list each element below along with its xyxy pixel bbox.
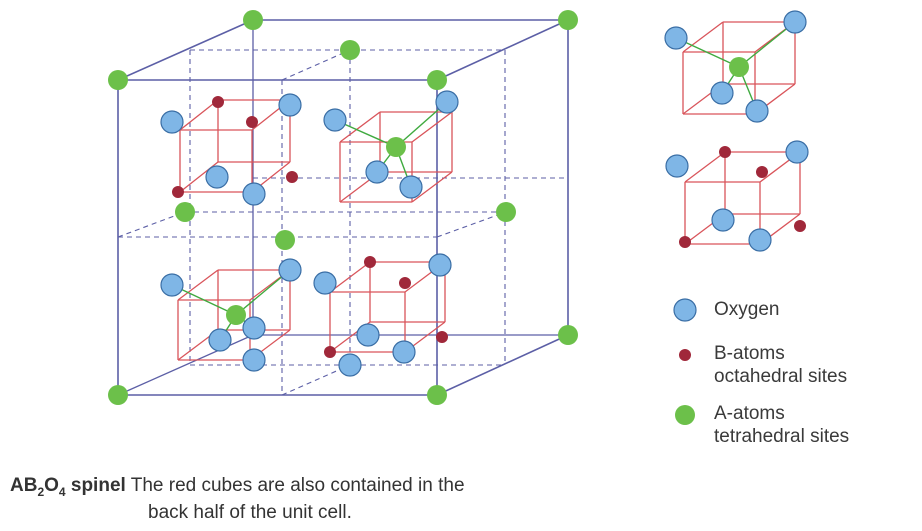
legend-octahedral-cube-edge xyxy=(684,151,726,183)
legend-oxygen-label: Oxygen xyxy=(714,299,780,320)
a-atom xyxy=(496,202,516,222)
oxygen-atom xyxy=(745,99,769,123)
legend-b-atoms-line1: B-atoms xyxy=(714,343,785,364)
a-atom xyxy=(108,70,128,90)
oxygen-atom xyxy=(399,175,423,199)
tetrahedral-cube-top-right-edge xyxy=(339,111,381,143)
oxygen-atom xyxy=(278,258,302,282)
oxygen-atom xyxy=(160,110,184,134)
a-atom xyxy=(243,10,263,30)
unit-cell-back-edge xyxy=(117,334,254,396)
oxygen-atom xyxy=(323,108,347,132)
tetrahedral-cube-bottom-left-edge xyxy=(177,269,219,301)
oxygen-atom xyxy=(208,328,232,352)
a-atom xyxy=(340,40,360,60)
oxygen-atom xyxy=(435,90,459,114)
atoms xyxy=(108,10,809,425)
legend-a-atoms-line2: tetrahedral sites xyxy=(714,426,850,447)
legend-a-atoms-label: A-atoms tetrahedral sites xyxy=(714,402,849,448)
oxygen-atom xyxy=(785,140,809,164)
unit-cell-dashed-line xyxy=(436,211,507,238)
oxygen-atom xyxy=(242,316,266,340)
b-atom xyxy=(172,186,184,198)
bond-line xyxy=(235,269,291,316)
b-atom xyxy=(679,236,691,248)
oxygen-atom xyxy=(205,165,229,189)
oxygen-atom xyxy=(748,228,772,252)
caption: AB2O4 spinel The red cubes are also cont… xyxy=(10,474,465,504)
a-atom xyxy=(558,10,578,30)
a-atom xyxy=(427,70,447,90)
oxygen-atom xyxy=(242,182,266,206)
oxygen-atom xyxy=(711,208,735,232)
unit-cell-edge xyxy=(117,19,254,81)
red-subcubes xyxy=(171,21,801,361)
a-atom xyxy=(226,305,246,325)
a-atom xyxy=(386,137,406,157)
oxygen-atom xyxy=(338,353,362,377)
oxygen-atom xyxy=(365,160,389,184)
b-atom xyxy=(399,277,411,289)
tetrahedral-cube-top-right-edge xyxy=(411,111,453,143)
unit-cell-edge xyxy=(436,334,569,396)
oxygen-atom xyxy=(242,348,266,372)
b-atom xyxy=(719,146,731,158)
oxygen-atom xyxy=(710,81,734,105)
a-atom xyxy=(175,202,195,222)
legend-b-atoms-label: B-atoms octahedral sites xyxy=(714,342,847,388)
oxygen-atom xyxy=(313,271,337,295)
oxygen-atom xyxy=(665,154,689,178)
unit-cell-dashed-line xyxy=(281,49,351,81)
oxygen-atom xyxy=(160,273,184,297)
legend-a-atoms-line1: A-atoms xyxy=(714,403,785,424)
b-atom xyxy=(679,349,691,361)
b-atom xyxy=(436,331,448,343)
caption-formula: AB2O4 spinel xyxy=(10,475,126,499)
octahedral-cube-top-left-edge xyxy=(179,99,219,131)
b-atom xyxy=(246,116,258,128)
oxygen-atom xyxy=(673,298,697,322)
oxygen-atom xyxy=(428,253,452,277)
oxygen-atom xyxy=(664,26,688,50)
bond-line xyxy=(171,284,237,316)
a-atom xyxy=(675,405,695,425)
oxygen-atom xyxy=(278,93,302,117)
b-atom xyxy=(794,220,806,232)
legend-tetrahedral-cube-edge xyxy=(682,21,724,53)
a-atom xyxy=(729,57,749,77)
octahedral-cube-bottom-right-edge xyxy=(329,261,371,293)
b-atom xyxy=(212,96,224,108)
unit-cell-dashed-line xyxy=(117,211,186,238)
tetrahedral-cube-top-right-edge xyxy=(411,171,453,203)
a-atom xyxy=(275,230,295,250)
b-atom xyxy=(364,256,376,268)
a-atom xyxy=(427,385,447,405)
caption-line1: The red cubes are also contained in the xyxy=(130,475,465,496)
caption-line2: back half of the unit cell. xyxy=(148,502,352,523)
oxygen-atom xyxy=(783,10,807,34)
b-atom xyxy=(756,166,768,178)
b-atom xyxy=(324,346,336,358)
oxygen-atom xyxy=(392,340,416,364)
b-atom xyxy=(286,171,298,183)
unit-cell-edge xyxy=(436,19,569,81)
bond-line xyxy=(738,21,796,68)
legend-b-atoms-line2: octahedral sites xyxy=(714,366,848,387)
a-atom xyxy=(558,325,578,345)
a-atom xyxy=(108,385,128,405)
oxygen-atom xyxy=(356,323,380,347)
unit-cell-dashed-line xyxy=(281,364,351,396)
